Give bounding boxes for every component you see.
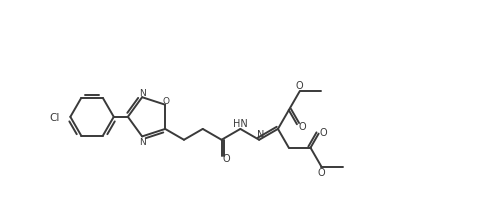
Text: N: N [139,88,145,97]
Text: N: N [139,137,145,146]
Text: O: O [317,168,325,178]
Text: O: O [298,122,306,132]
Text: HN: HN [233,118,248,128]
Text: Cl: Cl [49,112,59,122]
Text: O: O [320,127,328,137]
Text: O: O [296,81,303,91]
Text: O: O [223,153,230,163]
Text: O: O [163,97,170,106]
Text: N: N [258,129,265,139]
